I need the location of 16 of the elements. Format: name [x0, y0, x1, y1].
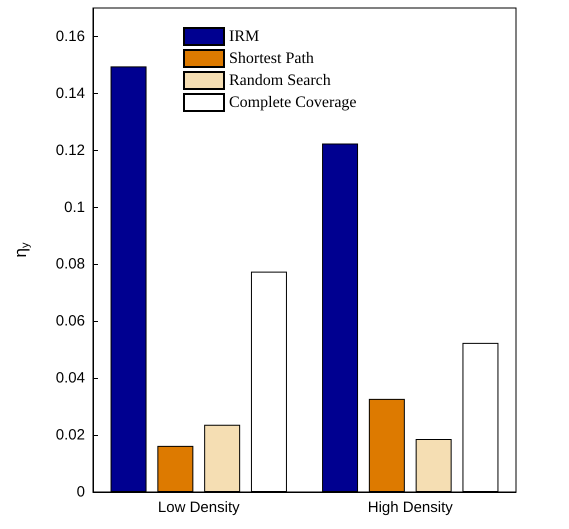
y-tick-label: 0.08 — [56, 256, 85, 273]
x-tick-label: Low Density — [158, 499, 240, 516]
y-tick-label: 0.02 — [56, 426, 85, 444]
y-tick-label: 0.12 — [56, 142, 85, 159]
x-tick-label: High Density — [368, 499, 454, 516]
legend-label: Random Search — [229, 72, 331, 89]
y-tick-label: 0.06 — [56, 312, 85, 330]
y-tick-label: 0.16 — [56, 28, 85, 45]
y-tick-label: 0.14 — [56, 84, 85, 102]
y-tick-label: 0.04 — [56, 370, 85, 387]
y-tick-label: 0.1 — [64, 198, 85, 216]
legend-label: Shortest Path — [229, 50, 314, 67]
legend-label: IRM — [229, 28, 260, 45]
legend-label: Complete Coverage — [229, 94, 357, 111]
y-tick-label: 0 — [76, 484, 85, 500]
y-axis-title: ηy — [11, 242, 32, 258]
